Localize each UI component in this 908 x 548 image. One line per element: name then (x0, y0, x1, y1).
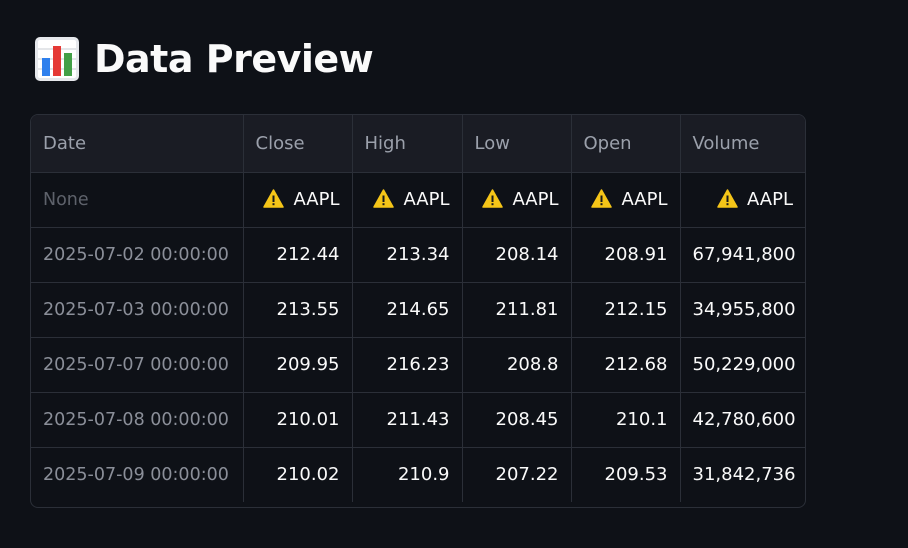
high-cell[interactable]: 216.23 (352, 337, 463, 393)
high-cell[interactable]: 214.65 (352, 282, 463, 338)
data-table[interactable]: Date Close High Low Open Volume None AAP… (30, 114, 806, 508)
table-row: 2025-07-03 00:00:00 213.55 214.65 211.81… (31, 282, 805, 338)
column-header-volume[interactable]: Volume (680, 115, 805, 173)
ticker-subheader-row: None AAPL AAPL AAPL AAPL AAPL (31, 172, 805, 228)
open-cell[interactable]: 210.1 (571, 392, 681, 448)
ticker-cell[interactable]: AAPL (462, 172, 572, 228)
index-name-cell[interactable]: None (31, 172, 244, 228)
table-row: 2025-07-02 00:00:00 212.44 213.34 208.14… (31, 227, 805, 283)
ticker-label: AAPL (512, 189, 559, 210)
volume-cell[interactable]: 42,780,600 (680, 392, 805, 448)
close-cell[interactable]: 210.01 (243, 392, 353, 448)
low-cell[interactable]: 207.22 (462, 447, 572, 502)
column-header-low[interactable]: Low (462, 115, 572, 173)
close-cell[interactable]: 213.55 (243, 282, 353, 338)
column-header-close[interactable]: Close (243, 115, 353, 173)
page-title: Data Preview (34, 36, 374, 82)
volume-cell[interactable]: 67,941,800 (680, 227, 805, 283)
close-cell[interactable]: 212.44 (243, 227, 353, 283)
high-cell[interactable]: 210.9 (352, 447, 463, 502)
table-row: 2025-07-07 00:00:00 209.95 216.23 208.8 … (31, 337, 805, 393)
high-cell[interactable]: 213.34 (352, 227, 463, 283)
table-header-row: Date Close High Low Open Volume (31, 115, 805, 173)
ticker-cell[interactable]: AAPL (680, 172, 805, 228)
warning-icon (263, 189, 285, 208)
warning-icon (482, 189, 504, 208)
volume-cell[interactable]: 31,842,736 (692, 464, 796, 486)
close-cell[interactable]: 210.02 (243, 447, 353, 502)
close-cell[interactable]: 209.95 (243, 337, 353, 393)
table-row: 2025-07-09 00:00:00 210.02 210.9 207.22 … (31, 447, 805, 502)
column-header-open[interactable]: Open (571, 115, 681, 173)
low-cell[interactable]: 208.8 (462, 337, 572, 393)
open-cell[interactable]: 209.53 (571, 447, 681, 502)
column-header-date[interactable]: Date (31, 115, 244, 173)
date-cell[interactable]: 2025-07-09 00:00:00 (31, 447, 244, 502)
ticker-cell[interactable]: AAPL (352, 172, 463, 228)
table-row: 2025-07-08 00:00:00 210.01 211.43 208.45… (31, 392, 805, 448)
date-cell[interactable]: 2025-07-07 00:00:00 (31, 337, 244, 393)
date-cell[interactable]: 2025-07-03 00:00:00 (31, 282, 244, 338)
ticker-cell[interactable]: AAPL (243, 172, 353, 228)
open-cell[interactable]: 212.15 (571, 282, 681, 338)
warning-icon (373, 189, 395, 208)
open-cell[interactable]: 208.91 (571, 227, 681, 283)
ticker-cell[interactable]: AAPL (571, 172, 681, 228)
ticker-label: AAPL (293, 189, 340, 210)
date-cell[interactable]: 2025-07-02 00:00:00 (31, 227, 244, 283)
ticker-label: AAPL (746, 189, 793, 210)
high-cell[interactable]: 211.43 (352, 392, 463, 448)
ticker-label: AAPL (403, 189, 450, 210)
bar-chart-icon (35, 37, 79, 81)
page-title-text: Data Preview (94, 37, 374, 81)
date-cell[interactable]: 2025-07-08 00:00:00 (31, 392, 244, 448)
volume-cell[interactable]: 34,955,800 (680, 282, 805, 338)
warning-icon (591, 189, 613, 208)
warning-icon (717, 189, 738, 208)
volume-cell[interactable]: 50,229,000 (680, 337, 805, 393)
column-header-high[interactable]: High (352, 115, 463, 173)
open-cell[interactable]: 212.68 (571, 337, 681, 393)
low-cell[interactable]: 208.45 (462, 392, 572, 448)
low-cell[interactable]: 208.14 (462, 227, 572, 283)
low-cell[interactable]: 211.81 (462, 282, 572, 338)
ticker-label: AAPL (621, 189, 668, 210)
